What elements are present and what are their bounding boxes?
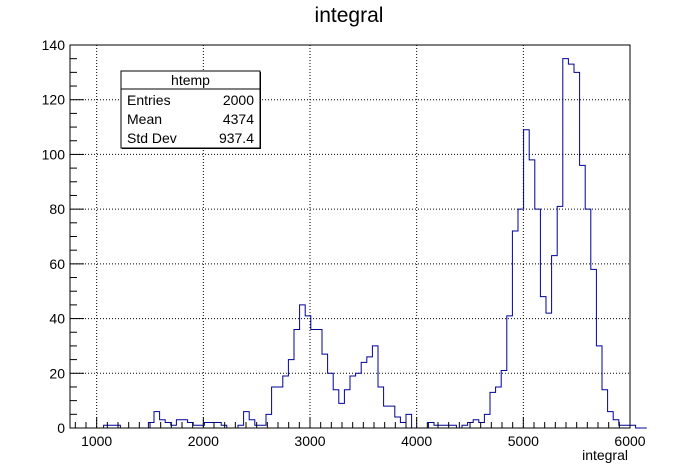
stats-box-title: htemp (171, 72, 210, 88)
stats-value: 937.4 (219, 130, 254, 146)
x-tick-label: 3000 (294, 433, 325, 449)
y-tick-label: 0 (57, 420, 65, 436)
y-tick-label: 100 (42, 146, 66, 162)
stats-label: Entries (127, 92, 171, 108)
stats-box (120, 70, 261, 149)
y-tick-label: 60 (49, 256, 65, 272)
stats-value: 2000 (223, 92, 254, 108)
chart-title: integral (314, 4, 384, 27)
stats-label: Mean (127, 111, 162, 127)
x-tick-label: 1000 (81, 433, 112, 449)
y-tick-label: 20 (49, 365, 65, 381)
y-tick-label: 40 (49, 311, 65, 327)
x-tick-label: 2000 (188, 433, 219, 449)
y-tick-label: 120 (42, 92, 66, 108)
x-tick-label: 5000 (508, 433, 539, 449)
x-tick-label: 6000 (614, 433, 645, 449)
x-axis-title: integral (582, 447, 628, 463)
stats-label: Std Dev (127, 130, 177, 146)
stats-value: 4374 (223, 111, 254, 127)
x-tick-label: 4000 (401, 433, 432, 449)
histogram-series (70, 58, 647, 429)
y-tick-label: 80 (49, 201, 65, 217)
y-tick-label: 140 (42, 37, 66, 53)
